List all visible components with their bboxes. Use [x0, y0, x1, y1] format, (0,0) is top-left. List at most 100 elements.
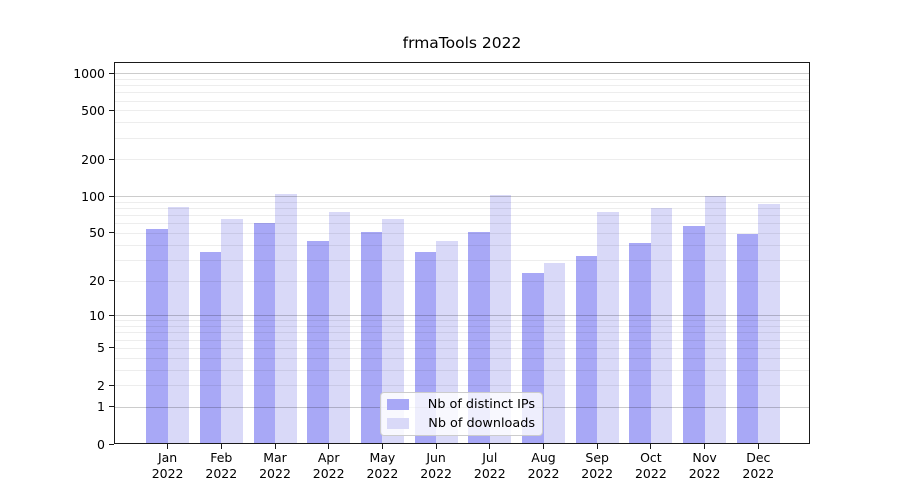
x-tick-mark	[220, 444, 222, 449]
y-tick-label: 50	[89, 225, 105, 241]
legend: Nb of distinct IPs Nb of downloads	[380, 392, 543, 436]
gridline-minor	[114, 232, 810, 234]
legend-item-downloads: Nb of downloads	[387, 416, 535, 432]
bar-downloads-nov	[704, 195, 727, 444]
x-tick-mark	[489, 444, 491, 449]
x-tick-label: Jan 2022	[151, 450, 184, 481]
chart-title: frmaTools 2022	[402, 34, 522, 52]
gridline-minor	[114, 78, 810, 80]
gridline-minor	[114, 332, 810, 334]
bar-distinct-ips-apr	[307, 240, 329, 444]
x-tick-label: Jul 2022	[473, 450, 506, 481]
y-tick-label: 5	[97, 340, 105, 356]
bar-distinct-ips-mar	[253, 223, 275, 444]
y-tick-mark	[109, 195, 114, 197]
y-tick-mark	[109, 158, 114, 160]
y-tick-mark	[109, 280, 114, 282]
x-tick-mark	[757, 444, 759, 449]
x-tick-label: Feb 2022	[205, 450, 238, 481]
y-tick-label: 2	[97, 377, 105, 393]
gridline-minor	[114, 100, 810, 102]
bar-downloads-jul	[489, 194, 512, 444]
bar-distinct-ips-oct	[629, 243, 651, 444]
gridline-minor	[114, 92, 810, 94]
x-tick-label: Apr 2022	[312, 450, 345, 481]
x-tick-mark	[381, 444, 383, 449]
bar-downloads-may	[382, 219, 404, 444]
x-tick-mark	[274, 444, 276, 449]
y-tick-label: 1	[97, 399, 105, 415]
bar-distinct-ips-dec	[736, 234, 759, 444]
gridline-minor	[114, 137, 810, 139]
x-tick-mark	[328, 444, 330, 449]
x-tick-label: May 2022	[366, 450, 399, 481]
gridline-minor	[114, 339, 810, 341]
gridline-minor	[114, 122, 810, 124]
bar-downloads-dec	[758, 204, 780, 444]
x-tick-label: Nov 2022	[688, 450, 721, 481]
plot-area: Nb of distinct IPs Nb of downloads	[114, 62, 810, 444]
x-tick-label: Aug 2022	[527, 450, 560, 481]
legend-swatch-distinct-ips	[387, 399, 409, 410]
y-tick-label: 10	[89, 307, 105, 323]
y-tick-mark	[109, 443, 114, 445]
x-tick-mark	[167, 444, 169, 449]
gridline-minor	[114, 326, 810, 328]
y-tick-mark	[109, 109, 114, 111]
legend-swatch-downloads	[387, 418, 409, 429]
bar-downloads-jan	[167, 206, 190, 444]
x-tick-label: Sep 2022	[581, 450, 614, 481]
y-tick-label: 100	[81, 188, 105, 204]
gridline-minor	[114, 110, 810, 112]
bar-distinct-ips-jul	[468, 231, 490, 444]
gridline-minor	[114, 85, 810, 87]
bar-downloads-feb	[221, 219, 243, 444]
gridline-minor	[114, 208, 810, 210]
x-tick-mark	[650, 444, 652, 449]
gridline-major	[114, 73, 810, 75]
y-tick-label: 20	[89, 273, 105, 289]
x-tick-mark	[704, 444, 706, 449]
y-tick-mark	[109, 384, 114, 386]
x-tick-mark	[596, 444, 598, 449]
bar-distinct-ips-sep	[575, 256, 598, 444]
legend-item-distinct-ips: Nb of distinct IPs	[387, 397, 535, 413]
y-tick-mark	[109, 347, 114, 349]
y-tick-mark	[109, 72, 114, 74]
gridline-minor	[114, 385, 810, 386]
x-tick-label: Mar 2022	[259, 450, 291, 481]
bar-downloads-apr	[328, 212, 351, 444]
gridline-minor	[114, 244, 810, 246]
bar-distinct-ips-jan	[146, 228, 168, 444]
bar-downloads-oct	[650, 208, 673, 444]
x-tick-label: Jun 2022	[420, 450, 452, 481]
x-tick-label: Dec 2022	[742, 450, 775, 481]
gridline-minor	[114, 280, 810, 282]
y-tick-mark	[109, 314, 114, 316]
legend-label-downloads: Nb of downloads	[428, 415, 535, 431]
x-tick-mark	[543, 444, 544, 449]
bar-distinct-ips-nov	[683, 226, 705, 444]
y-tick-mark	[109, 232, 114, 234]
gridline-minor	[114, 347, 810, 349]
y-tick-label: 500	[81, 102, 105, 118]
y-tick-label: 1000	[73, 65, 105, 81]
y-tick-label: 200	[81, 151, 105, 167]
bar-downloads-mar	[275, 193, 297, 444]
legend-label-distinct-ips: Nb of distinct IPs	[427, 396, 535, 412]
gridline-minor	[114, 223, 810, 225]
bar-downloads-aug	[543, 263, 565, 444]
gridline-minor	[114, 215, 810, 217]
bar-distinct-ips-feb	[199, 251, 222, 444]
gridline-minor	[114, 369, 810, 371]
y-tick-mark	[109, 406, 114, 408]
bar-downloads-sep	[597, 211, 619, 444]
gridline-minor	[114, 201, 810, 203]
gridline-major	[114, 196, 810, 198]
y-tick-label: 0	[97, 436, 105, 452]
x-tick-label: Oct 2022	[634, 450, 667, 481]
x-tick-mark	[435, 444, 437, 449]
gridline-major	[114, 315, 810, 317]
gridline-minor	[114, 159, 810, 161]
